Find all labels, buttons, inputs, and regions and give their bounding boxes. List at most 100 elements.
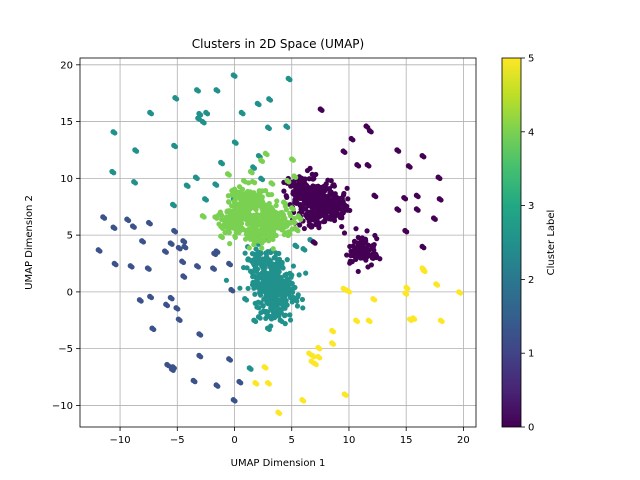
point — [182, 239, 188, 245]
point — [251, 180, 258, 186]
point — [261, 238, 267, 244]
point — [404, 291, 410, 297]
point — [192, 379, 198, 385]
point — [313, 362, 319, 368]
point — [403, 196, 409, 202]
point — [236, 224, 242, 230]
point — [266, 126, 272, 132]
point — [268, 227, 274, 234]
point — [256, 236, 263, 242]
point — [268, 208, 274, 214]
point — [293, 186, 299, 192]
point — [251, 241, 257, 248]
point — [344, 288, 350, 294]
point — [233, 229, 239, 235]
point — [242, 250, 248, 256]
x-axis: −10 −5 0 5 10 15 20 — [110, 427, 470, 446]
point — [371, 247, 377, 253]
point — [263, 365, 269, 371]
point — [252, 291, 258, 297]
x-tick-label: −10 — [110, 435, 131, 446]
point — [309, 171, 315, 177]
point — [250, 227, 257, 233]
point — [351, 246, 358, 252]
point — [256, 102, 262, 108]
point — [331, 206, 337, 212]
point — [268, 204, 275, 211]
point — [253, 246, 259, 252]
point — [263, 315, 269, 321]
point — [226, 226, 232, 232]
point — [285, 229, 292, 235]
point — [294, 303, 301, 309]
point — [177, 318, 183, 324]
point — [246, 233, 252, 240]
point — [237, 211, 243, 218]
point — [240, 264, 247, 271]
point — [253, 213, 259, 220]
point — [350, 252, 356, 258]
point — [112, 226, 118, 232]
point — [102, 215, 108, 221]
point — [266, 274, 272, 280]
point — [396, 207, 402, 213]
point — [295, 292, 301, 298]
point — [355, 234, 361, 241]
point — [232, 197, 238, 203]
point — [223, 277, 230, 283]
point — [291, 178, 297, 185]
x-tick-label: 10 — [343, 435, 356, 446]
point — [341, 230, 348, 236]
point — [173, 229, 179, 235]
point — [277, 411, 283, 417]
point — [263, 255, 269, 261]
point — [404, 229, 410, 235]
point — [316, 223, 322, 229]
point — [311, 196, 317, 202]
point — [266, 327, 272, 333]
point — [146, 266, 152, 272]
point — [341, 190, 347, 197]
grid — [80, 58, 476, 427]
point — [232, 73, 238, 79]
point — [229, 203, 235, 209]
point — [290, 157, 296, 163]
point — [250, 274, 256, 280]
point — [245, 188, 251, 195]
point — [283, 193, 289, 199]
point — [276, 217, 282, 223]
point — [198, 354, 204, 360]
point — [253, 222, 259, 228]
colorbar-tick-label: 2 — [528, 275, 534, 286]
point — [331, 329, 337, 335]
point — [279, 319, 285, 325]
point — [355, 319, 361, 325]
point — [242, 179, 248, 185]
point — [297, 215, 303, 221]
point — [372, 232, 378, 239]
cluster-5 — [252, 265, 464, 417]
point — [439, 319, 445, 325]
point — [253, 268, 260, 275]
point — [274, 280, 280, 286]
colorbar-tick-label: 0 — [528, 423, 534, 434]
cluster-2 — [109, 72, 315, 372]
point — [304, 190, 310, 196]
point — [253, 319, 259, 325]
point — [223, 220, 229, 226]
point — [254, 381, 260, 387]
point — [300, 205, 306, 211]
point — [215, 383, 221, 389]
point — [415, 207, 421, 213]
point — [175, 306, 181, 312]
point — [249, 170, 255, 176]
point — [331, 183, 338, 189]
point — [438, 197, 444, 203]
point — [308, 187, 314, 193]
point — [277, 298, 283, 304]
point — [141, 239, 147, 245]
point — [228, 262, 234, 268]
point — [282, 201, 288, 207]
point — [319, 107, 325, 113]
point — [226, 230, 232, 236]
